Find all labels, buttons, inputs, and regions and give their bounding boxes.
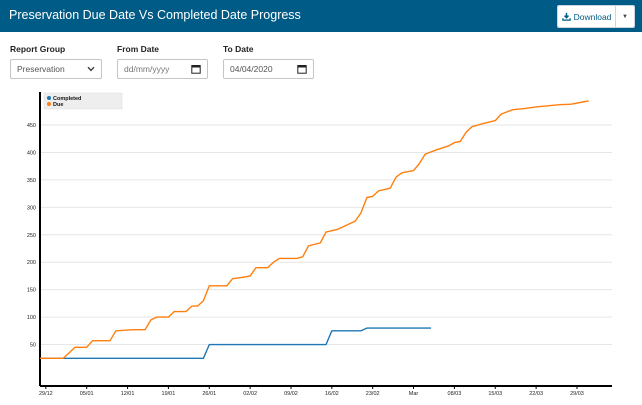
x-tick-label: 29/03 — [570, 391, 584, 397]
x-tick-label: Mar — [409, 391, 419, 397]
x-tick-label: 19/01 — [162, 391, 176, 397]
x-tick-label: 26/01 — [202, 391, 216, 397]
report-group-label: Report Group — [10, 44, 66, 54]
legend-label-completed: Completed — [53, 96, 81, 102]
y-tick-label: 300 — [27, 205, 36, 211]
x-tick-label: 08/03 — [448, 391, 462, 397]
y-tick-label: 400 — [27, 150, 36, 156]
caret-down-icon: ▼ — [622, 13, 628, 20]
page-header: Preservation Due Date Vs Completed Date … — [0, 0, 642, 32]
progress-chart: 50 100 150 200 250 300 350 400 450 29/12 05/01 12/0… — [8, 88, 642, 400]
x-tick-label: 23/02 — [366, 391, 380, 397]
x-tick-label: 09/02 — [284, 391, 298, 397]
y-tick-label: 100 — [27, 315, 36, 321]
from-date-placeholder: dd/mm/yyyy — [124, 64, 170, 74]
series-line-completed — [40, 327, 432, 359]
chart-svg: 50 100 150 200 250 300 350 400 450 29/12 05/01 12/0… — [27, 92, 612, 397]
legend-marker-completed — [47, 96, 51, 100]
legend-box — [43, 92, 123, 110]
y-tick-label: 450 — [27, 123, 36, 129]
from-date-label: From Date — [117, 44, 160, 54]
chevron-down-icon — [87, 66, 95, 72]
to-date-label: To Date — [223, 44, 254, 54]
x-tick-label: 02/02 — [243, 391, 257, 397]
x-tick-label: 22/03 — [529, 391, 543, 397]
legend-marker-due — [47, 102, 51, 106]
calendar-icon[interactable] — [297, 64, 307, 74]
download-button[interactable]: Download — [558, 6, 616, 27]
calendar-icon[interactable] — [191, 64, 201, 74]
x-tick-label: 29/12 — [39, 391, 53, 397]
download-label: Download — [573, 11, 612, 22]
y-tick-label: 250 — [27, 233, 36, 239]
x-tick-label: 15/03 — [488, 391, 502, 397]
report-group-value: Preservation — [17, 64, 65, 74]
to-date-value: 04/04/2020 — [230, 64, 273, 74]
x-tick-label: 05/01 — [80, 391, 94, 397]
y-tick-label: 350 — [27, 178, 36, 184]
download-button-group: Download ▼ — [557, 5, 635, 28]
page-title: Preservation Due Date Vs Completed Date … — [9, 8, 301, 22]
legend-label-due: Due — [53, 102, 63, 108]
to-date-input[interactable]: 04/04/2020 — [223, 59, 314, 79]
download-options-button[interactable]: ▼ — [616, 6, 634, 27]
x-tick-label: 16/02 — [325, 391, 339, 397]
from-date-input[interactable]: dd/mm/yyyy — [117, 59, 208, 79]
x-tick-label: 12/01 — [121, 391, 135, 397]
y-tick-label: 50 — [30, 343, 36, 349]
y-tick-label: 200 — [27, 260, 36, 266]
series-line-due — [40, 100, 589, 359]
download-icon — [561, 12, 571, 21]
report-group-select[interactable]: Preservation — [10, 59, 102, 79]
y-tick-label: 150 — [27, 288, 36, 294]
